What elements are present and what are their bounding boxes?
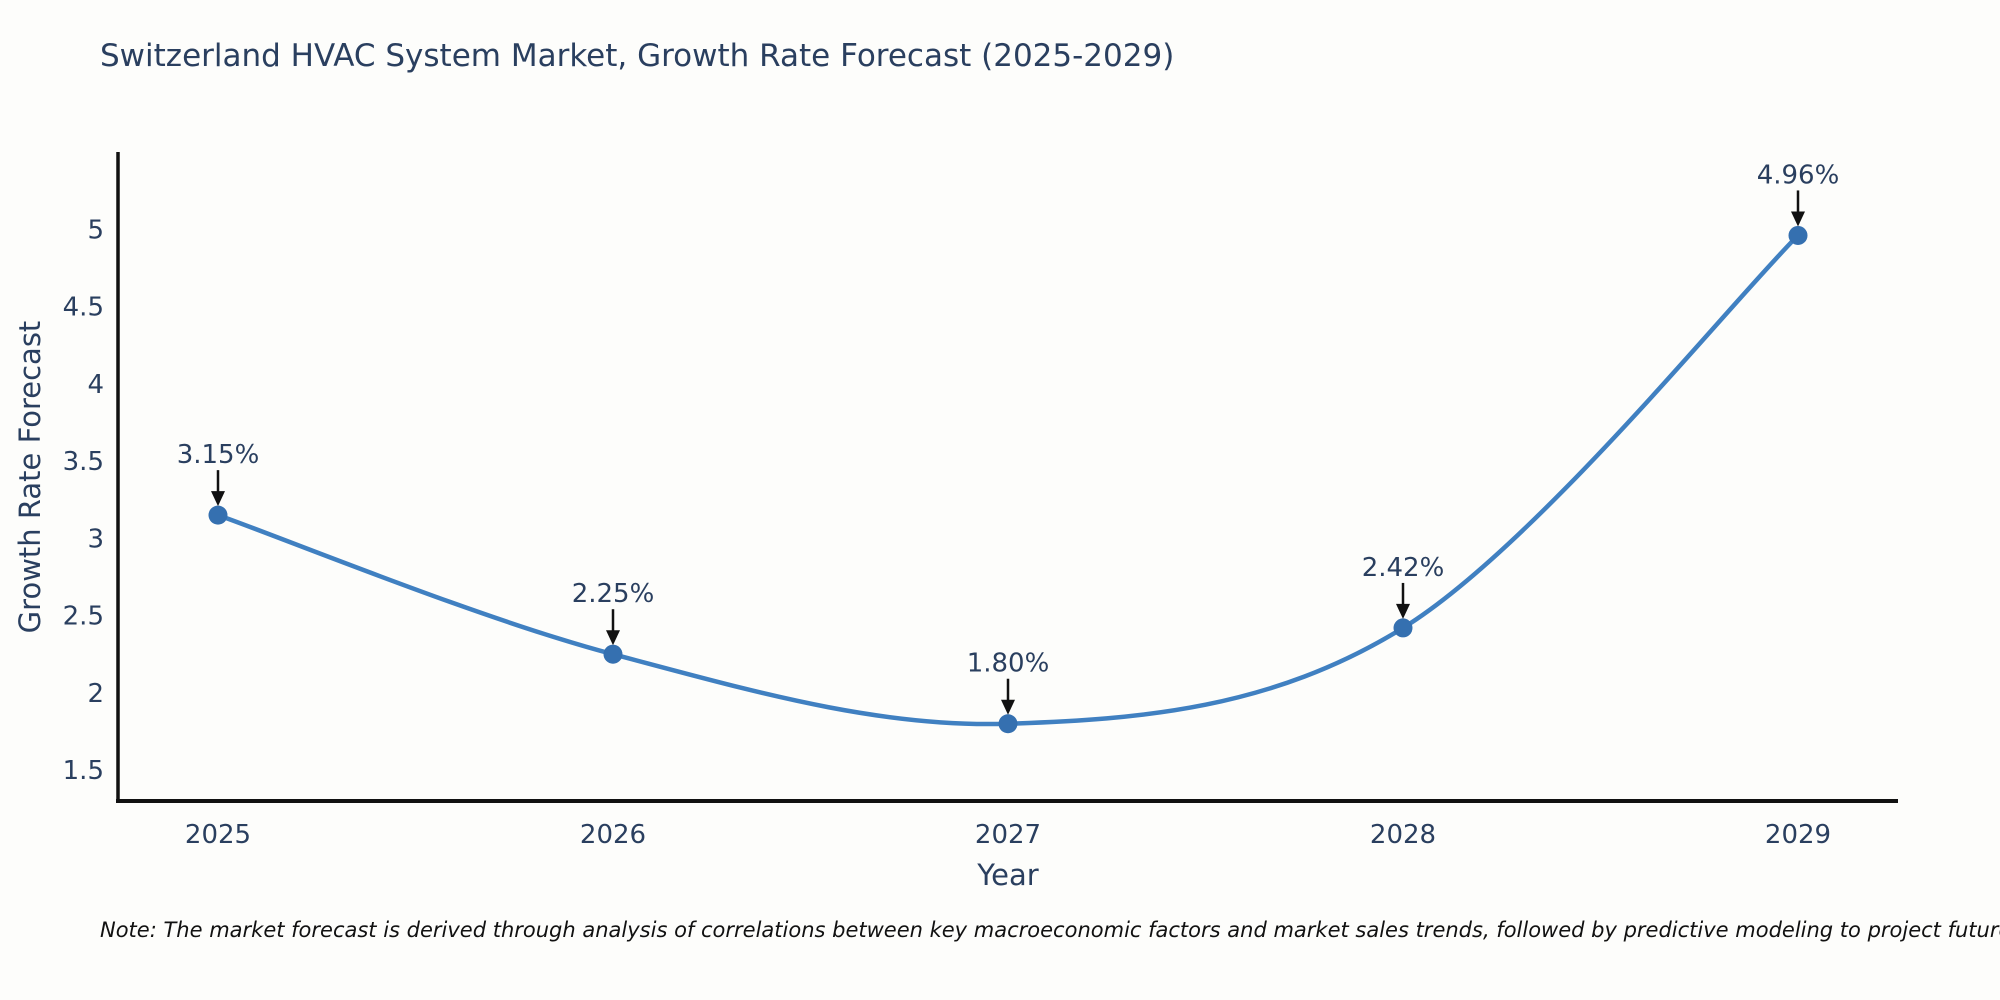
point-value-label: 2.25% <box>572 579 655 609</box>
x-axis-title: Year <box>977 858 1039 892</box>
y-tick-label: 5 <box>87 215 104 245</box>
annotation-arrow-head <box>1396 603 1410 619</box>
x-tick-label: 2029 <box>1765 820 1831 850</box>
y-tick-label: 4 <box>87 370 104 400</box>
y-tick-label: 3 <box>87 524 104 554</box>
y-tick-label: 3.5 <box>63 447 104 477</box>
data-point-marker <box>1393 618 1413 638</box>
y-tick-label: 2 <box>87 679 104 709</box>
annotation-arrow-head <box>1791 211 1805 227</box>
point-value-label: 3.15% <box>177 440 260 470</box>
x-tick-label: 2027 <box>975 820 1041 850</box>
y-tick-label: 4.5 <box>63 293 104 323</box>
annotation-arrow-head <box>606 630 620 646</box>
x-tick-label: 2026 <box>580 820 646 850</box>
data-point-marker <box>208 505 228 525</box>
x-tick-label: 2025 <box>185 820 251 850</box>
footnote: Note: The market forecast is derived thr… <box>100 918 2000 942</box>
point-value-label: 1.80% <box>967 649 1050 679</box>
data-point-marker <box>1788 225 1808 245</box>
annotation-arrow-head <box>211 491 225 507</box>
x-tick-label: 2028 <box>1370 820 1436 850</box>
point-value-label: 2.42% <box>1362 553 1445 583</box>
data-point-marker <box>998 714 1018 734</box>
annotation-arrow-head <box>1001 699 1015 715</box>
data-point-marker <box>603 644 623 664</box>
forecast-line <box>215 233 1801 727</box>
point-value-label: 4.96% <box>1757 160 1840 190</box>
y-tick-label: 1.5 <box>63 756 104 786</box>
chart-title: Switzerland HVAC System Market, Growth R… <box>100 38 1175 74</box>
y-tick-label: 2.5 <box>63 602 104 632</box>
